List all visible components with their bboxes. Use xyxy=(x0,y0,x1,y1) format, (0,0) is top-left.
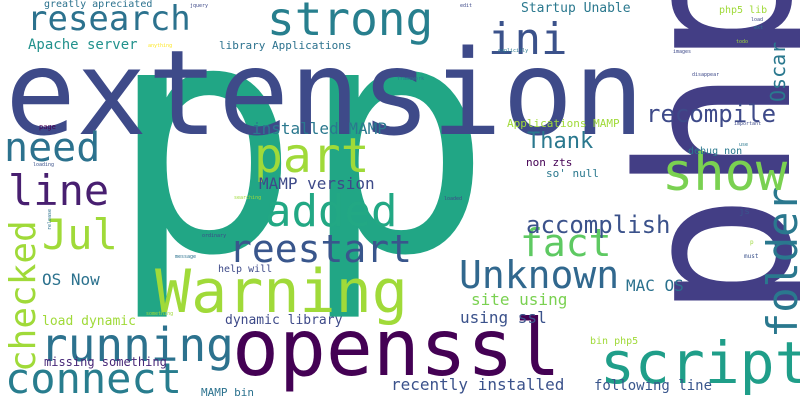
word-cloud-word: following line xyxy=(594,378,713,394)
word-cloud-word: using ssl xyxy=(460,308,547,327)
word-cloud-word: page xyxy=(39,123,56,131)
word-cloud-word: added xyxy=(265,186,398,237)
word-cloud-word: use xyxy=(739,142,749,148)
word-cloud-word: p xyxy=(750,239,754,246)
word-cloud-word: p xyxy=(108,0,301,326)
word-cloud-word: p xyxy=(300,0,493,326)
word-cloud-word: ext xyxy=(754,25,764,31)
word-cloud-word: js xyxy=(739,207,750,217)
word-cloud-word: openssl xyxy=(232,304,561,394)
word-cloud-word: ordinary xyxy=(202,233,227,239)
word-cloud-word: load xyxy=(751,17,764,23)
word-cloud-word: part xyxy=(254,128,370,184)
word-cloud-word: research xyxy=(27,0,191,39)
word-cloud-word: release xyxy=(47,208,53,230)
word-cloud-word: must xyxy=(744,253,759,260)
word-cloud-word: connect xyxy=(5,354,183,400)
word-cloud-word: script xyxy=(600,329,800,397)
word-cloud-word: non zts xyxy=(526,156,573,169)
word-cloud-word: disappear xyxy=(692,72,720,78)
word-cloud-word: something xyxy=(146,311,174,317)
word-cloud-word: bin php5 xyxy=(590,336,639,347)
word-cloud-word: ini xyxy=(488,14,568,65)
word-cloud-word: Applications MAMP xyxy=(507,117,620,130)
word-cloud-word: anything xyxy=(148,43,173,49)
word-cloud-word: framework xyxy=(397,76,425,82)
word-cloud-word: php5 lib xyxy=(719,5,768,16)
word-cloud-word: checked xyxy=(3,220,44,372)
word-cloud-word: jquery xyxy=(190,3,209,9)
word-cloud-word: dynamic library xyxy=(225,313,343,328)
word-cloud-word: accomplish xyxy=(526,211,671,239)
word-cloud-word: installed MAMP xyxy=(252,119,387,138)
word-cloud-word: MAC OS xyxy=(626,276,684,295)
word-cloud-word: searching xyxy=(234,195,262,201)
word-cloud-word: todo xyxy=(736,39,749,45)
word-cloud-word: Apache server xyxy=(28,37,138,53)
word-cloud-word: important xyxy=(734,121,762,127)
word-cloud-word: Thank xyxy=(527,129,594,154)
word-cloud-word: library Applications xyxy=(219,39,352,52)
word-cloud-word: Startup Unable xyxy=(521,1,631,16)
word-cloud-word: need xyxy=(4,125,101,171)
word-cloud-word: site using xyxy=(471,290,568,309)
word-cloud-word: message xyxy=(175,254,197,260)
word-cloud-word: recently installed xyxy=(391,375,565,394)
word-cloud-word: loaded xyxy=(444,196,463,202)
word-cloud-word: running xyxy=(40,318,234,372)
word-cloud-word: fact xyxy=(520,221,612,265)
word-cloud-word: help will xyxy=(218,264,273,275)
word-cloud-word: edit xyxy=(460,3,473,9)
word-cloud-word: debug non xyxy=(688,146,743,157)
word-cloud-word: OS Now xyxy=(42,270,100,289)
word-cloud-word: strong xyxy=(267,0,434,46)
word-cloud-word: line xyxy=(8,166,110,215)
word-cloud-word: show xyxy=(662,143,788,203)
word-cloud-word: load dynamic xyxy=(42,314,136,329)
word-cloud-word: images xyxy=(673,49,692,55)
word-cloud-word: Jul xyxy=(42,210,118,259)
word-cloud-word: missing something xyxy=(44,355,167,369)
word-cloud-word: so' null xyxy=(546,167,599,180)
word-cloud-word: loading xyxy=(33,162,55,168)
word-cloud-word: Warning xyxy=(155,257,408,327)
word-cloud-word: greatly apreciated xyxy=(44,0,153,10)
word-cloud-word: folder xyxy=(758,186,800,338)
word-cloud-word: recompile xyxy=(646,100,777,128)
word-cloud-word: Unknown xyxy=(459,253,620,297)
word-cloud-word: explicitly xyxy=(498,48,529,54)
word-cloud-word: Oscar xyxy=(766,41,790,102)
word-cloud-word: extension xyxy=(5,24,645,162)
word-cloud-word: MAMP bin xyxy=(201,386,254,399)
word-cloud-word: MAMP version xyxy=(259,174,375,193)
word-cloud-word: reestart xyxy=(229,227,413,271)
